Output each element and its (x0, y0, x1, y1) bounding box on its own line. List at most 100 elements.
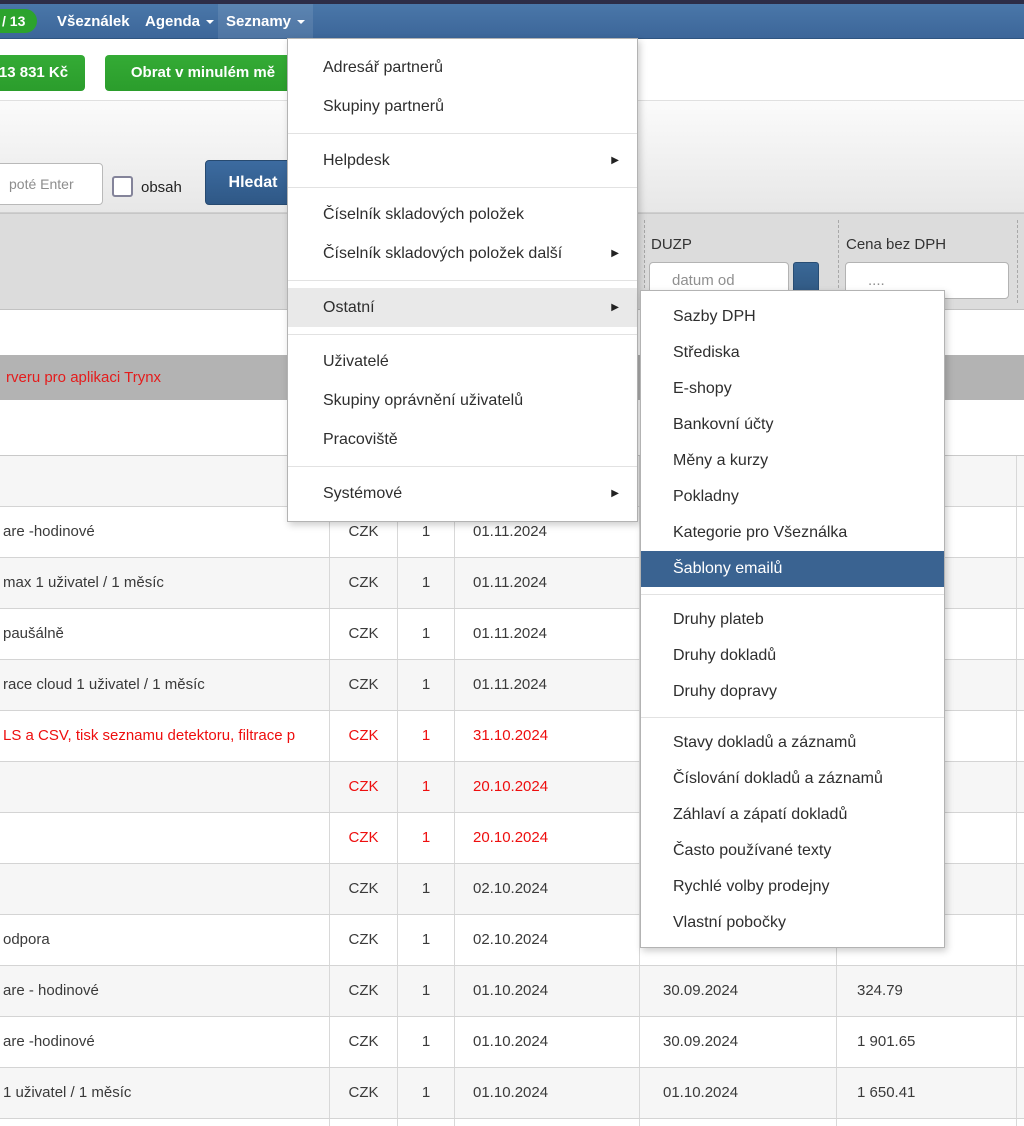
menu-item-pokladny[interactable]: Pokladny (641, 479, 944, 515)
menu-item-skupiny-opravneni-uzivatelu[interactable]: Skupiny oprávnění uživatelů (288, 381, 637, 420)
cell-name (0, 762, 330, 812)
menu-item-systemove[interactable]: Systémové ▶ (288, 474, 637, 513)
menu-item-label: Vlastní pobočky (673, 914, 786, 931)
content-search-checkbox[interactable] (112, 176, 133, 197)
cell-name: LS a CSV, tisk seznamu detektoru, filtra… (0, 711, 330, 761)
submenu-arrow-icon: ▶ (611, 488, 619, 499)
menu-item-cislovani-dokladu-a-zaznamu[interactable]: Číslování dokladů a záznamů (641, 761, 944, 797)
cell-currency: CZK (330, 966, 398, 1016)
menu-item-helpdesk[interactable]: Helpdesk ▶ (288, 141, 637, 180)
cell-price: 1 901.65 (837, 1017, 1017, 1067)
cell-date: 01.10.2024 (455, 1068, 640, 1118)
menu-item-zahlavi-a-zapati-dokladu[interactable]: Záhlaví a zápatí dokladů (641, 797, 944, 833)
menu-item-strediska[interactable]: Střediska (641, 335, 944, 371)
menu-item-label: Sazby DPH (673, 308, 756, 325)
table-row[interactable] (0, 1119, 1024, 1126)
amount-button[interactable]: 13 831 Kč (0, 55, 85, 91)
search-input[interactable] (0, 163, 103, 205)
menu-item-label: Záhlaví a zápatí dokladů (673, 806, 848, 823)
cell-rest (1017, 558, 1024, 608)
cell-date (455, 456, 640, 506)
cell-rest (1017, 456, 1024, 506)
menu-divider (641, 717, 944, 718)
menu-item-uzivatele[interactable]: Uživatelé (288, 342, 637, 381)
cell-rest (1017, 660, 1024, 710)
column-header-price: Cena bez DPH (846, 236, 947, 253)
cell-price (837, 507, 1017, 557)
cell-qty: 1 (398, 558, 455, 608)
menu-item-skupiny-partneru[interactable]: Skupiny partnerů (288, 87, 637, 126)
menu-item-druhy-dopravy[interactable]: Druhy dopravy (641, 674, 944, 710)
cell-duzp: 30.09.2024 (640, 1017, 837, 1067)
cell-name: max 1 uživatel / 1 měsíc (0, 558, 330, 608)
menu-item-vlastni-pobocky[interactable]: Vlastní pobočky (641, 905, 944, 941)
menu-item-stavy-dokladu-a-zaznamu[interactable]: Stavy dokladů a záznamů (641, 725, 944, 761)
menu-item-label: Číselník skladových položek (323, 206, 524, 223)
menu-item-adresar-partneru[interactable]: Adresář partnerů (288, 48, 637, 87)
cell-price (837, 711, 1017, 761)
cell-name (0, 1119, 330, 1126)
menu-item-label: Systémové (323, 485, 403, 502)
cell-rest (1017, 711, 1024, 761)
menu-item-label: E-shopy (673, 380, 732, 397)
menu-item-sablony-emailu[interactable]: Šablony emailů (641, 551, 944, 587)
cell-name: are - hodinové (0, 966, 330, 1016)
menu-item-pracoviste[interactable]: Pracoviště (288, 420, 637, 459)
nav-item-label: Agenda (145, 13, 201, 30)
menu-item-label: Měny a kurzy (673, 452, 769, 469)
nav-item-label: Všeználek (57, 13, 130, 30)
column-separator (644, 220, 645, 303)
menu-item-label: Pokladny (673, 488, 739, 505)
cell-name: are -hodinové (0, 507, 330, 557)
menu-item-ciselnik-skladovych-polozek-dalsi[interactable]: Číselník skladových položek další ▶ (288, 234, 637, 273)
column-separator (838, 220, 839, 303)
cell-qty: 1 (398, 813, 455, 863)
cell-date: 01.10.2024 (455, 966, 640, 1016)
menu-item-label: Číslování dokladů a záznamů (673, 770, 883, 787)
cell-price (837, 660, 1017, 710)
cell-name: are -hodinové (0, 1017, 330, 1067)
table-row[interactable]: 1 uživatel / 1 měsíc CZK 1 01.10.2024 01.10.… (0, 1068, 1024, 1119)
submenu-arrow-icon: ▶ (611, 248, 619, 259)
table-row[interactable]: are - hodinové CZK 1 01.10.2024 30.09.2024 32… (0, 966, 1024, 1017)
cell-price (837, 813, 1017, 863)
nav-item-seznamy[interactable]: Seznamy (218, 4, 313, 39)
turnover-last-month-button[interactable]: Obrat v minulém mě (105, 55, 301, 91)
menu-item-label: Adresář partnerů (323, 59, 444, 76)
cell-qty: 1 (398, 966, 455, 1016)
nav-item-vseznalek[interactable]: Všeználek (57, 4, 130, 39)
menu-item-druhy-dokladu[interactable]: Druhy dokladů (641, 638, 944, 674)
menu-item-ostatni[interactable]: Ostatní ▶ (288, 288, 637, 327)
column-separator (1017, 220, 1018, 303)
menu-item-label: Druhy dokladů (673, 647, 777, 664)
cell-currency: CZK (330, 507, 398, 557)
search-button[interactable]: Hledat (205, 160, 301, 205)
nav-item-agenda[interactable]: Agenda (145, 4, 215, 39)
menu-item-meny-a-kurzy[interactable]: Měny a kurzy (641, 443, 944, 479)
cell-currency: CZK (330, 609, 398, 659)
cell-currency: CZK (330, 1017, 398, 1067)
table-row[interactable]: are -hodinové CZK 1 01.10.2024 30.09.2024 1 9… (0, 1017, 1024, 1068)
cell-rest (1017, 813, 1024, 863)
cell-duzp: 30.09.2024 (640, 966, 837, 1016)
cell-qty: 1 (398, 711, 455, 761)
cell-currency: CZK (330, 915, 398, 965)
menu-item-ciselnik-skladovych-polozek[interactable]: Číselník skladových položek (288, 195, 637, 234)
menu-item-label: Ostatní (323, 299, 375, 316)
menu-item-label: Často používané texty (673, 842, 832, 859)
cell-date: 02.10.2024 (455, 864, 640, 914)
menu-item-sazby-dph[interactable]: Sazby DPH (641, 299, 944, 335)
cell-qty: 1 (398, 762, 455, 812)
cell-currency: CZK (330, 813, 398, 863)
cell-price (837, 558, 1017, 608)
submenu-arrow-icon: ▶ (611, 155, 619, 166)
column-header-duzp: DUZP (651, 236, 692, 253)
menu-item-casto-pouzivane-texty[interactable]: Často používané texty (641, 833, 944, 869)
cell-currency: CZK (330, 660, 398, 710)
menu-item-kategorie-pro-vseznalka[interactable]: Kategorie pro Všeználka (641, 515, 944, 551)
menu-item-druhy-plateb[interactable]: Druhy plateb (641, 602, 944, 638)
menu-item-e-shopy[interactable]: E-shopy (641, 371, 944, 407)
menu-item-rychle-volby-prodejny[interactable]: Rychlé volby prodejny (641, 869, 944, 905)
menu-item-bankovni-ucty[interactable]: Bankovní účty (641, 407, 944, 443)
cell-date: 20.10.2024 (455, 813, 640, 863)
